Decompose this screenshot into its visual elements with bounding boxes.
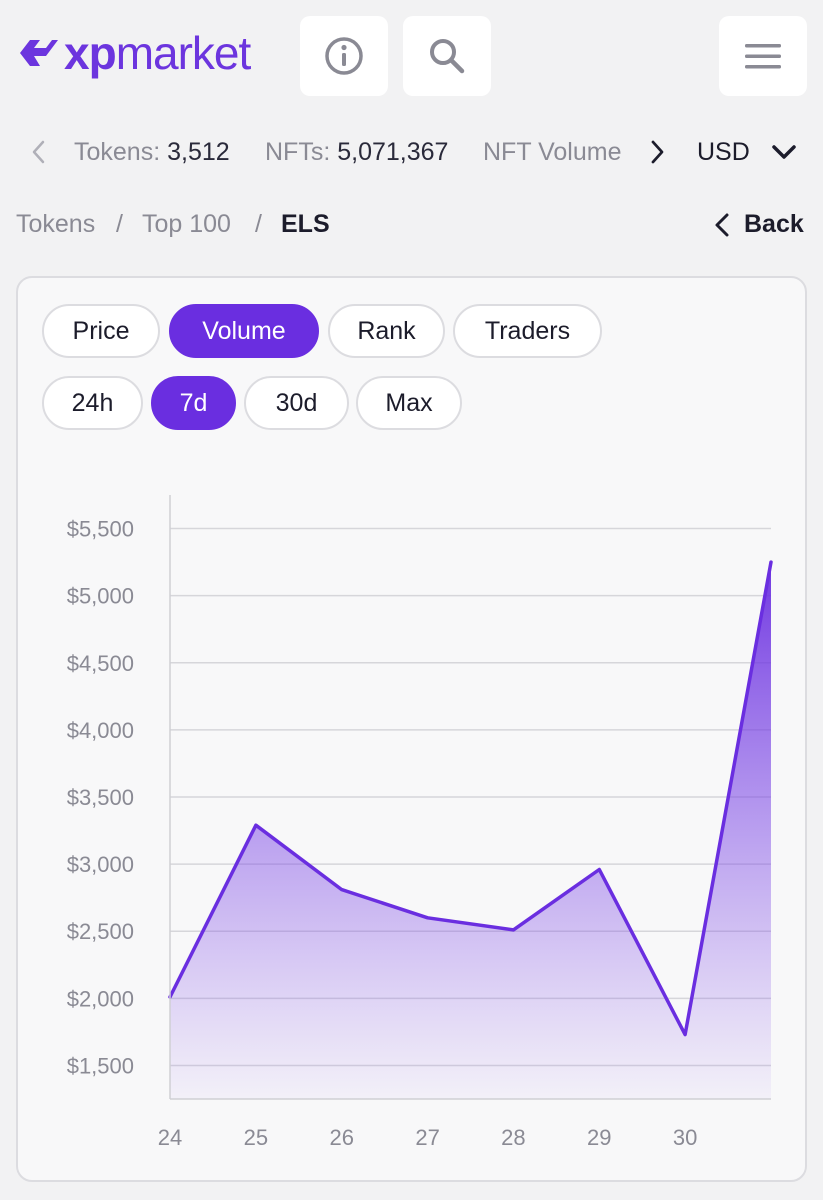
stat-tokens-value: 3,512 <box>167 138 230 166</box>
breadcrumb-tokens[interactable]: Tokens <box>16 210 96 238</box>
breadcrumb-separator: / <box>255 210 262 238</box>
x-tick-label: 27 <box>415 1125 439 1150</box>
y-tick-label: $2,000 <box>67 986 134 1011</box>
chevron-down-icon[interactable] <box>770 140 798 164</box>
back-button[interactable]: Back <box>712 210 804 239</box>
xpmarket-logo-icon <box>20 40 58 66</box>
currency-selector[interactable]: USD <box>697 138 750 166</box>
tab-volume-label: Volume <box>202 316 286 345</box>
range-30d-label: 30d <box>275 388 318 417</box>
tab-traders-label: Traders <box>484 316 571 345</box>
x-tick-label: 24 <box>158 1125 182 1150</box>
tab-traders[interactable]: Traders <box>453 304 602 358</box>
volume-series-line <box>168 560 773 1037</box>
x-tick-label: 26 <box>329 1125 353 1150</box>
x-tick-label: 30 <box>673 1125 697 1150</box>
y-tick-label: $4,500 <box>67 651 134 676</box>
range-max[interactable]: Max <box>356 376 462 430</box>
tab-price[interactable]: Price <box>42 304 160 358</box>
range-24h-label: 24h <box>71 388 114 417</box>
chevron-left-icon <box>715 213 729 236</box>
stat-tokens-label: Tokens: <box>74 138 161 166</box>
x-tick-label: 29 <box>587 1125 611 1150</box>
x-tick-label: 25 <box>244 1125 268 1150</box>
breadcrumb-current: ELS <box>281 210 330 238</box>
chevron-left-icon[interactable] <box>28 138 48 166</box>
range-24h[interactable]: 24h <box>42 376 143 430</box>
top-bar: xpmarket <box>0 0 823 108</box>
tab-rank[interactable]: Rank <box>328 304 445 358</box>
y-tick-label: $5,500 <box>67 517 134 542</box>
y-tick-label: $4,000 <box>67 718 134 743</box>
stat-tokens: Tokens: 3,512 <box>74 138 230 167</box>
y-tick-label: $3,500 <box>67 785 134 810</box>
stat-nfts: NFTs: 5,071,367 <box>265 138 448 167</box>
stats-ticker: Tokens: 3,512 NFTs: 5,071,367 NFT Volume… <box>0 128 823 176</box>
back-label: Back <box>744 210 804 238</box>
y-tick-label: $2,500 <box>67 919 134 944</box>
chevron-right-icon[interactable] <box>648 138 668 166</box>
stat-nfts-label: NFTs: <box>265 138 331 166</box>
info-icon <box>325 37 363 75</box>
range-30d[interactable]: 30d <box>244 376 349 430</box>
y-tick-label: $1,500 <box>67 1053 134 1078</box>
breadcrumb-separator: / <box>116 210 123 238</box>
stat-nfts-value: 5,071,367 <box>337 138 449 166</box>
range-max-label: Max <box>385 388 433 417</box>
menu-icon <box>745 44 781 69</box>
tab-price-label: Price <box>72 316 130 345</box>
stat-nft-volume-label: NFT Volume <box>483 138 622 166</box>
range-7d[interactable]: 7d <box>151 376 236 430</box>
xpmarket-logo[interactable]: xpmarket <box>16 27 251 79</box>
volume-area-fill <box>170 562 771 1099</box>
x-tick-label: 28 <box>501 1125 525 1150</box>
info-button[interactable] <box>300 16 388 96</box>
menu-button[interactable] <box>719 16 807 96</box>
tab-rank-label: Rank <box>357 316 416 345</box>
logo-wordmark: xpmarket <box>64 27 251 79</box>
breadcrumb-top-100[interactable]: Top 100 <box>142 210 231 238</box>
tab-volume[interactable]: Volume <box>169 304 319 358</box>
range-7d-label: 7d <box>179 388 208 417</box>
search-button[interactable] <box>403 16 491 96</box>
search-icon <box>430 39 465 74</box>
y-tick-label: $3,000 <box>67 852 134 877</box>
y-tick-label: $5,000 <box>67 584 134 609</box>
